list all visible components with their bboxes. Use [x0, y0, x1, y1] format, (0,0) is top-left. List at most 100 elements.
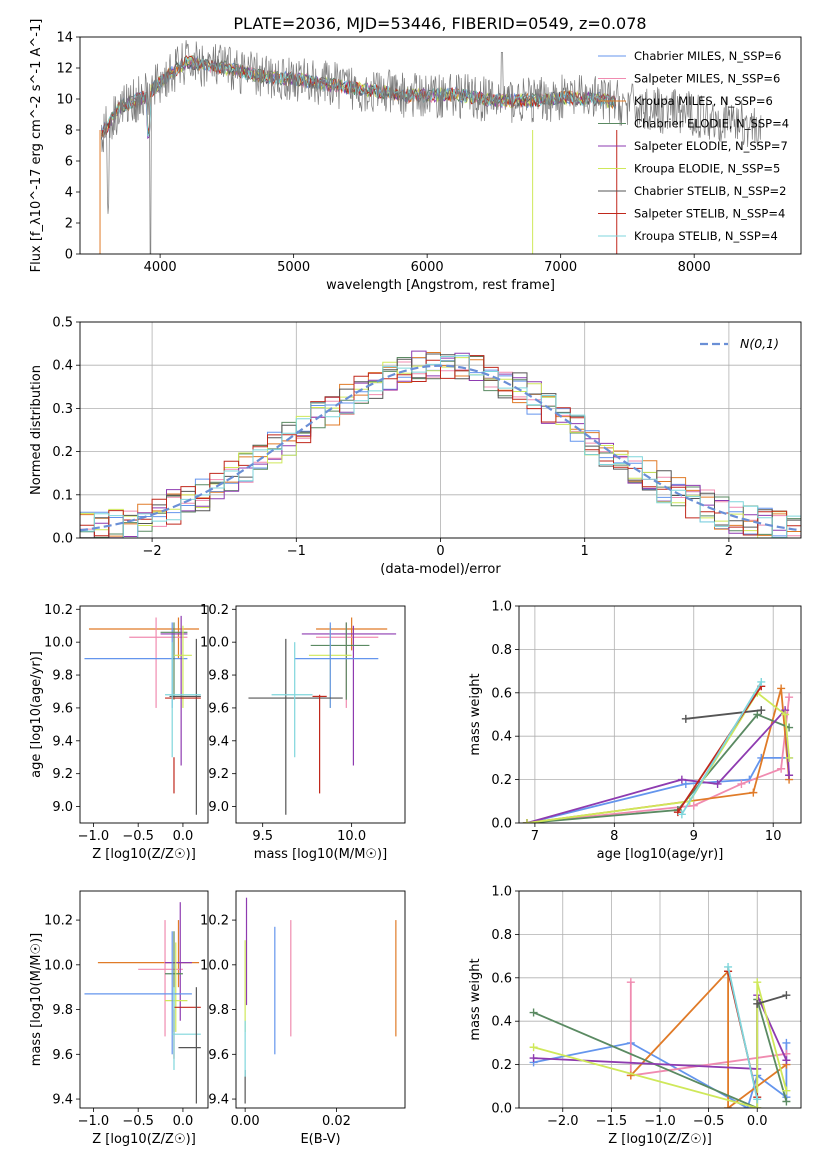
- x-axis-label: Z [log10(Z/Z☉)]: [608, 1132, 712, 1147]
- y-tick-label: 10.0: [200, 636, 229, 651]
- y-tick-label: 0.0: [491, 817, 512, 832]
- y-tick-label: 9.4: [208, 734, 229, 749]
- x-tick-label: 5000: [277, 260, 310, 275]
- weight-marker-kroupa-elodie: [529, 1043, 538, 1052]
- x-tick-label: 0: [436, 544, 444, 559]
- figure-title: PLATE=2036, MJD=53446, FIBERID=0549, z=0…: [233, 14, 646, 33]
- x-tick-label: 9.5: [252, 829, 273, 844]
- y-tick-label: 4: [65, 186, 73, 201]
- y-axis-label: age [log10(age/yr)]: [29, 651, 44, 778]
- x-tick-label: 10.0: [337, 829, 366, 844]
- y-tick-label: 9.0: [52, 800, 73, 815]
- y-tick-label: 9.6: [52, 701, 73, 716]
- errorbar-salpeter-miles: [316, 622, 379, 708]
- y-tick-label: 9.8: [52, 1003, 73, 1018]
- y-tick-label: 14: [56, 31, 73, 46]
- error-bars: [248, 617, 397, 815]
- y-tick-label: 9.6: [52, 1048, 73, 1063]
- x-tick-label: 9: [690, 829, 698, 844]
- weight-marker-chabrier-elodie: [529, 1008, 538, 1017]
- errorbar-salpeter-miles: [129, 617, 188, 708]
- y-tick-label: 12: [56, 62, 73, 77]
- weight-marker-kroupa-stelib: [753, 1095, 762, 1104]
- legend-label-gauss: N(0,1): [740, 336, 779, 351]
- y-tick-label: 2: [65, 217, 73, 232]
- x-tick-label: 4000: [144, 260, 177, 275]
- x-tick-label: −2.0: [547, 1114, 579, 1129]
- y-axis-label: Flux [f_λ10^-17 erg cm^-2 s^-1 A^-1]: [29, 19, 44, 273]
- weight-line-salpeter-miles: [526, 697, 790, 823]
- y-tick-label: 0.8: [491, 928, 512, 943]
- weight-line-chabrier-elodie: [526, 713, 790, 823]
- y-tick-label: 10.2: [200, 914, 229, 929]
- axes-frame: [235, 890, 406, 1109]
- weight-vs-metallicity-panel: −2.0 −1.5 −1.0 −0.5 0.0 0.0 0.2 0.4 0.6 0.8 1.0 Z […: [468, 885, 802, 1147]
- errorbar-chabrier-stelib: [248, 638, 343, 815]
- weight-marker-salpeter-miles: [689, 801, 698, 810]
- spectrum-panel: 4000 5000 6000 7000 8000 0 2 4 6 8 10 12 14 wavelengt…: [29, 19, 802, 293]
- weight-line-kroupa-stelib: [681, 681, 763, 815]
- x-tick-label: 7: [531, 829, 539, 844]
- histogram-salpeter-stelib: [80, 355, 801, 537]
- y-tick-label: 0.4: [491, 1015, 512, 1030]
- axes-frame: [518, 605, 802, 824]
- x-axis-label: Z [log10(Z/Z☉)]: [92, 847, 196, 862]
- legend-label-kroupa-elodie: Kroupa ELODIE, N_SSP=5: [634, 162, 780, 176]
- y-tick-label: 9.0: [208, 800, 229, 815]
- errorbar-chabrier-miles: [294, 622, 379, 708]
- x-axis-label: wavelength [Angstrom, rest frame]: [326, 278, 555, 293]
- y-tick-label: 9.6: [208, 701, 229, 716]
- errorbar-kroupa-elodie: [173, 625, 192, 708]
- y-tick-label: 8: [65, 124, 73, 139]
- weight-marker-kroupa-elodie: [782, 1086, 791, 1095]
- x-tick-label: −2: [143, 544, 162, 559]
- y-tick-label: 10.2: [200, 603, 229, 618]
- y-tick-label: 9.2: [52, 767, 73, 782]
- weight-series-kroupa-stelib: [724, 962, 762, 1104]
- x-tick-label: 0.0: [747, 1114, 768, 1129]
- weight-line-chabrier-stelib: [685, 709, 762, 720]
- normal-distribution-curve: [80, 364, 801, 532]
- axes-frame: [79, 890, 209, 1109]
- y-tick-label: 0.4: [491, 730, 512, 745]
- weight-marker-salpeter-elodie: [785, 771, 794, 780]
- x-axis-label: age [log10(age/yr)]: [597, 847, 724, 862]
- spectrum-lines: [99, 40, 762, 254]
- y-tick-label: 0.0: [491, 1102, 512, 1117]
- x-axis-label: (data-model)/error: [380, 562, 501, 577]
- x-tick-label: −1.0: [644, 1114, 676, 1129]
- y-tick-label: 0.2: [491, 1058, 512, 1073]
- weight-marker-kroupa-stelib: [724, 962, 733, 971]
- weight-marker-kroupa-elodie: [785, 753, 794, 762]
- y-tick-label: 0.6: [491, 971, 512, 986]
- y-tick-label: 0.2: [491, 773, 512, 788]
- weight-series-chabrier-stelib: [753, 991, 791, 1008]
- weight-marker-kroupa-elodie: [753, 978, 762, 987]
- x-tick-label: 0.0: [173, 829, 194, 844]
- y-tick-label: 9.2: [208, 767, 229, 782]
- weight-marker-chabrier-elodie: [782, 1097, 791, 1106]
- weight-marker-salpeter-miles: [626, 978, 635, 987]
- y-tick-label: 10.0: [44, 636, 73, 651]
- mass-vs-metallicity-panel: −1.0 −0.5 0.0 9.4 9.6 9.8 10.0 10.2 Z [log10(Z/Z…: [29, 890, 209, 1147]
- y-tick-label: 10: [56, 93, 73, 108]
- weight-marker-salpeter-elodie: [529, 1054, 538, 1063]
- weight-series-chabrier-stelib: [681, 706, 766, 723]
- weight-line-chabrier-miles: [526, 757, 790, 823]
- age-vs-metallicity-panel: −1.0 −0.5 0.0 9.0 9.2 9.4 9.6 9.8 10.0 10.2 Z [log…: [29, 603, 209, 862]
- weight-marker-salpeter-miles: [737, 779, 746, 788]
- axes-frame: [518, 890, 802, 1109]
- weight-marker-chabrier-stelib: [753, 999, 762, 1008]
- y-tick-label: 10.2: [44, 914, 73, 929]
- weight-marker-kroupa-miles: [724, 1104, 733, 1108]
- y-axis-label: Normed distribution: [29, 365, 44, 495]
- legend-label-chabrier-stelib: Chabrier STELIB, N_SSP=2: [634, 184, 786, 198]
- x-tick-label: −1.5: [596, 1114, 628, 1129]
- y-tick-label: 9.4: [52, 1093, 73, 1108]
- legend-label-salpeter-elodie: Salpeter ELODIE, N_SSP=7: [634, 139, 788, 153]
- y-tick-label: 6: [65, 155, 73, 170]
- y-axis-label: mass weight: [468, 958, 483, 1040]
- weight-line-chabrier-stelib: [756, 994, 787, 1005]
- y-tick-label: 1.0: [491, 600, 512, 615]
